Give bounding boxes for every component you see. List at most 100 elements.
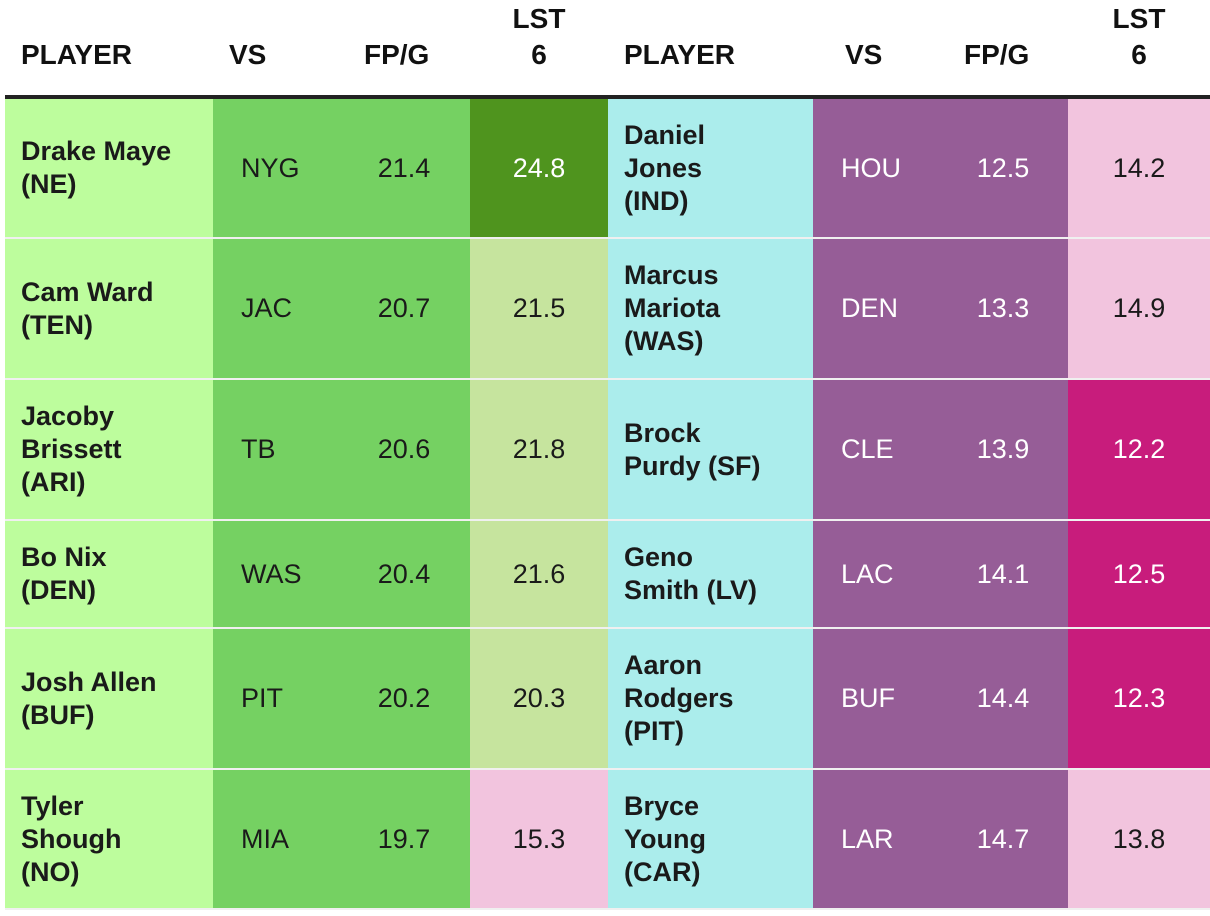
player-name-line: Geno <box>624 542 694 572</box>
header-lst6-right-line1: LST <box>1112 3 1166 34</box>
fpg-cell-right: 12.5 <box>938 97 1068 239</box>
opponent-cell-left: WAS <box>213 520 338 629</box>
opponent-cell-left: JAC <box>213 238 338 380</box>
player-name-line: Brissett <box>21 434 122 464</box>
last6-cell-left: 15.3 <box>470 769 608 910</box>
player-name-line: Jacoby <box>21 401 115 431</box>
opponent-cell-right: HOU <box>813 97 938 239</box>
header-lst6-left-line1: LST <box>512 3 566 34</box>
fpg-cell-right: 13.3 <box>938 238 1068 380</box>
table-row: Tyler Shough (NO) MIA 19.7 15.3 Bryce Young (CAR… <box>5 769 1210 910</box>
player-name-line: (BUF) <box>21 699 95 730</box>
player-name-line: Mariota <box>624 293 721 323</box>
opponent-cell-right: DEN <box>813 238 938 380</box>
last6-cell-left: 24.8 <box>470 97 608 239</box>
player-name-line: (TEN) <box>21 309 93 340</box>
player-name-line: Cam Ward <box>21 276 154 307</box>
table-row: Josh Allen (BUF) PIT 20.2 20.3 Aaron Rodgers (P… <box>5 628 1210 770</box>
player-name-line: (PIT) <box>624 716 684 746</box>
header-player-left: PLAYER <box>5 0 213 99</box>
player-name-left: Cam Ward (TEN) <box>5 238 213 380</box>
player-name-line: Smith (LV) <box>624 575 757 605</box>
player-name-line: Drake Maye <box>21 136 172 166</box>
header-vs-right: VS <box>813 0 938 99</box>
header-row: PLAYER VS FP/G LST 6 PLAYER VS FP/G LST 6 <box>5 0 1210 99</box>
last6-cell-left: 20.3 <box>470 628 608 770</box>
player-name-right: Daniel Jones (IND) <box>608 97 813 239</box>
header-lst6-left-line2: 6 <box>531 39 547 70</box>
player-name-left: Bo Nix (DEN) <box>5 520 213 629</box>
last6-cell-right: 12.5 <box>1068 520 1210 629</box>
header-lst6-left: LST 6 <box>470 0 608 99</box>
player-name-right: Aaron Rodgers (PIT) <box>608 628 813 770</box>
fpg-cell-left: 21.4 <box>338 97 470 239</box>
opponent-cell-right: CLE <box>813 379 938 521</box>
player-name-line: (IND) <box>624 185 689 216</box>
last6-cell-left: 21.6 <box>470 520 608 629</box>
player-name-right: Bryce Young (CAR) <box>608 769 813 910</box>
player-name-right: Brock Purdy (SF) <box>608 379 813 521</box>
fpg-cell-right: 14.7 <box>938 769 1068 910</box>
player-name-line: Bo Nix <box>21 542 107 572</box>
table-row: Cam Ward (TEN) JAC 20.7 21.5 Marcus Mariota (WA… <box>5 238 1210 380</box>
table-row: Drake Maye (NE) NYG 21.4 24.8 Daniel Jones (IND… <box>5 97 1210 239</box>
fpg-cell-left: 20.7 <box>338 238 470 380</box>
player-name-line: (NO) <box>21 856 80 887</box>
player-name-right: Marcus Mariota (WAS) <box>608 238 813 380</box>
player-name-left: Drake Maye (NE) <box>5 97 213 239</box>
fpg-cell-right: 14.4 <box>938 628 1068 770</box>
fpg-cell-left: 19.7 <box>338 769 470 910</box>
player-name-line: Marcus <box>624 260 719 290</box>
last6-cell-right: 14.9 <box>1068 238 1210 380</box>
player-name-right: Geno Smith (LV) <box>608 520 813 629</box>
player-name-left: Josh Allen (BUF) <box>5 628 213 770</box>
header-lst6-right-line2: 6 <box>1131 39 1147 70</box>
header-fpg-left: FP/G <box>338 0 470 99</box>
player-name-line: (NE) <box>21 169 77 199</box>
header-lst6-right: LST 6 <box>1068 0 1210 99</box>
fpg-cell-right: 13.9 <box>938 379 1068 521</box>
header-fpg-right: FP/G <box>938 0 1068 99</box>
player-name-line: Daniel <box>624 119 706 150</box>
player-name-line: (DEN) <box>21 575 96 605</box>
player-name-line: (CAR) <box>624 856 701 887</box>
player-name-line: Aaron <box>624 650 703 680</box>
player-name-line: Josh Allen <box>21 666 157 697</box>
last6-cell-left: 21.5 <box>470 238 608 380</box>
player-name-line: (WAS) <box>624 326 704 356</box>
fpg-cell-left: 20.6 <box>338 379 470 521</box>
player-name-line: Tyler <box>21 790 84 821</box>
opponent-cell-right: LAR <box>813 769 938 910</box>
header-vs-left: VS <box>213 0 338 99</box>
table-body: Drake Maye (NE) NYG 21.4 24.8 Daniel Jones (IND… <box>5 97 1210 910</box>
player-name-line: Bryce <box>624 790 700 821</box>
fpg-cell-left: 20.4 <box>338 520 470 629</box>
player-name-line: (ARI) <box>21 467 86 497</box>
player-name-left: Tyler Shough (NO) <box>5 769 213 910</box>
player-name-line: Shough <box>21 823 122 854</box>
table-row: Jacoby Brissett (ARI) TB 20.6 21.8 Brock Purdy … <box>5 379 1210 521</box>
header-player-right: PLAYER <box>608 0 813 99</box>
last6-cell-left: 21.8 <box>470 379 608 521</box>
last6-cell-right: 14.2 <box>1068 97 1210 239</box>
opponent-cell-left: TB <box>213 379 338 521</box>
header-fpg-left-label: FP/G <box>364 39 430 70</box>
last6-cell-right: 12.3 <box>1068 628 1210 770</box>
opponent-cell-left: NYG <box>213 97 338 239</box>
table-row: Bo Nix (DEN) WAS 20.4 21.6 Geno Smith (LV) LAC 1… <box>5 520 1210 629</box>
opponent-cell-left: MIA <box>213 769 338 910</box>
opponent-cell-right: LAC <box>813 520 938 629</box>
qb-matchup-table: PLAYER VS FP/G LST 6 PLAYER VS FP/G LST 6 … <box>5 0 1210 910</box>
player-name-line: Jones <box>624 152 703 183</box>
player-name-line: Brock <box>624 417 701 448</box>
fpg-cell-left: 20.2 <box>338 628 470 770</box>
player-name-line: Purdy (SF) <box>624 450 761 481</box>
last6-cell-right: 12.2 <box>1068 379 1210 521</box>
fpg-cell-right: 14.1 <box>938 520 1068 629</box>
player-name-line: Rodgers <box>624 683 734 713</box>
opponent-cell-left: PIT <box>213 628 338 770</box>
opponent-cell-right: BUF <box>813 628 938 770</box>
last6-cell-right: 13.8 <box>1068 769 1210 910</box>
header-fpg-right-label: FP/G <box>964 39 1030 70</box>
player-name-line: Young <box>624 823 706 854</box>
